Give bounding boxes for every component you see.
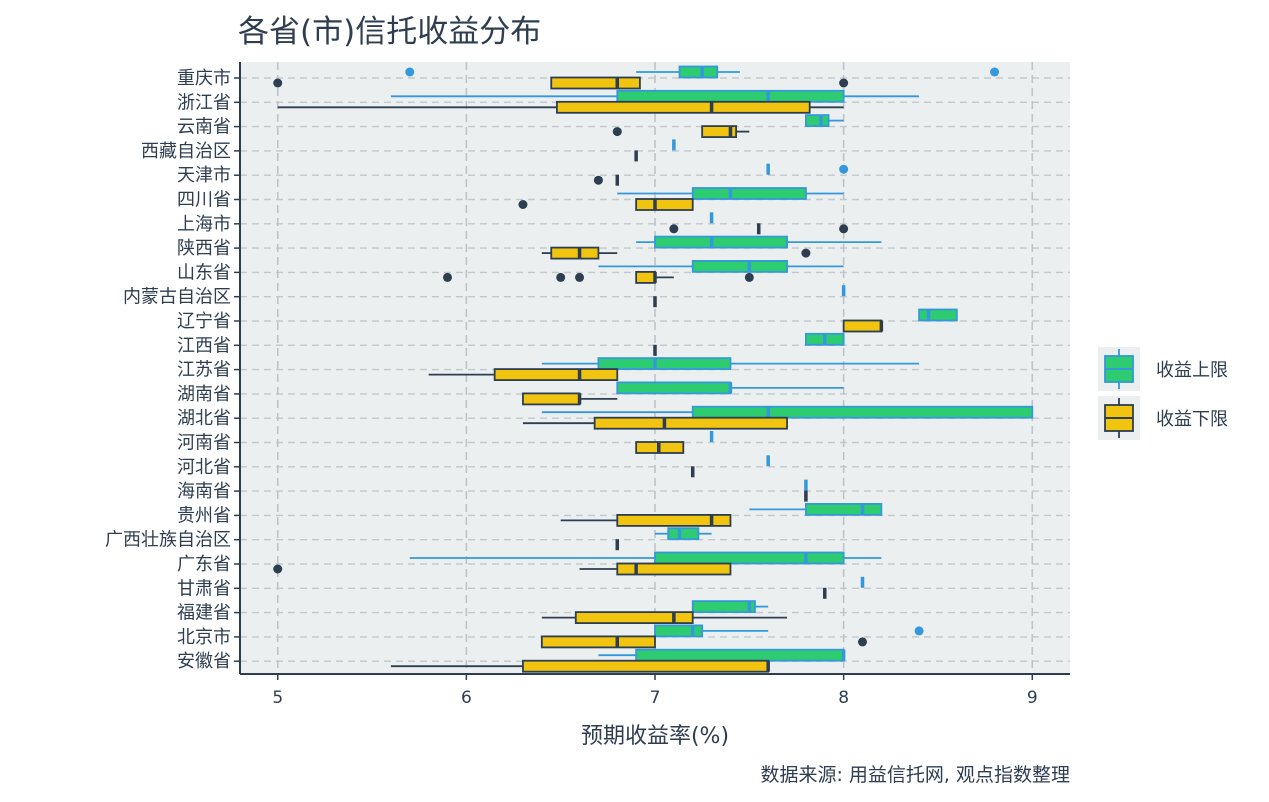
box-iqr (678, 65, 719, 79)
box-iqr (691, 259, 788, 273)
box-iqr (635, 270, 656, 284)
y-tick-label: 陕西省 (177, 238, 231, 259)
box-outlier (593, 175, 603, 185)
box-outlier (273, 78, 283, 88)
y-tick-label: 江西省 (177, 335, 231, 356)
box-outlier (914, 626, 924, 636)
box-iqr (616, 381, 732, 395)
box-iqr (540, 635, 656, 649)
box-iqr (635, 648, 845, 662)
box-iqr (616, 562, 732, 576)
y-tick-label: 广东省 (177, 554, 231, 575)
box-iqr (616, 514, 732, 527)
y-tick-label: 河北省 (177, 457, 231, 478)
x-tick-label: 8 (838, 688, 849, 708)
box-iqr (593, 416, 788, 430)
y-tick-label: 广西壮族自治区 (105, 530, 231, 551)
x-tick-label: 6 (461, 688, 472, 708)
box-iqr (522, 659, 770, 673)
box-outlier (273, 564, 283, 574)
y-tick-label: 重庆市 (177, 68, 231, 89)
x-axis-label: 预期收益率(%) (581, 724, 729, 749)
box-iqr (556, 100, 811, 114)
box-outlier (839, 78, 849, 88)
box-iqr (635, 198, 694, 211)
box-outlier (801, 248, 811, 258)
box-iqr (654, 235, 788, 249)
box-outlier (443, 272, 452, 282)
box-outlier (669, 224, 679, 234)
legend-label: 收益下限 (1156, 409, 1228, 430)
box-outlier (405, 67, 415, 77)
box-iqr (805, 502, 883, 516)
legend-label: 收益上限 (1156, 360, 1228, 381)
box-iqr (550, 246, 600, 260)
box-outlier (990, 67, 1000, 77)
chart-caption: 数据来源: 用益信托网, 观点指数整理 (760, 764, 1070, 786)
y-tick-label: 甘肃省 (177, 578, 231, 599)
y-tick-label: 内蒙古自治区 (123, 287, 231, 308)
box-outlier (839, 224, 849, 234)
box-iqr (616, 89, 845, 103)
y-tick-label: 湖北省 (177, 408, 231, 429)
box-outlier (858, 637, 867, 647)
box-iqr (493, 368, 619, 382)
y-tick-label: 四川省 (177, 190, 231, 211)
y-tick-label: 上海市 (177, 214, 231, 235)
box-iqr (654, 551, 845, 565)
y-tick-label: 安徽省 (177, 651, 231, 672)
y-tick-label: 江苏省 (177, 360, 231, 381)
box-iqr (691, 600, 756, 613)
box-iqr (597, 357, 732, 371)
y-tick-label: 天津市 (177, 165, 231, 186)
box-iqr (805, 114, 830, 127)
box-iqr (550, 76, 641, 90)
x-tick-label: 7 (650, 688, 661, 708)
box-iqr (701, 125, 738, 138)
box-iqr (691, 187, 807, 200)
box-iqr (667, 527, 700, 541)
box-outlier (556, 272, 566, 282)
x-tick-label: 5 (272, 688, 283, 708)
box-outlier (839, 164, 849, 174)
x-tick-label: 9 (1027, 688, 1038, 708)
y-tick-label: 贵州省 (177, 505, 231, 526)
y-tick-label: 山东省 (177, 262, 231, 283)
y-tick-label: 湖南省 (177, 384, 231, 405)
box-outlier (518, 200, 528, 209)
box-iqr (691, 405, 1034, 419)
box-iqr (918, 308, 958, 322)
box-iqr (842, 319, 883, 333)
y-tick-label: 福建省 (177, 603, 231, 624)
y-tick-label: 河南省 (177, 433, 231, 454)
y-tick-label: 浙江省 (177, 92, 231, 113)
chart-title: 各省(市)信托收益分布 (238, 14, 542, 50)
y-tick-label: 辽宁省 (177, 311, 231, 332)
box-outlier (575, 272, 585, 282)
y-tick-label: 西藏自治区 (141, 141, 231, 162)
box-iqr (522, 392, 581, 406)
box-iqr (654, 624, 704, 638)
y-tick-label: 海南省 (177, 481, 231, 502)
box-outlier (612, 127, 622, 137)
box-outlier (744, 272, 754, 282)
box-iqr (574, 611, 694, 624)
y-tick-label: 云南省 (177, 117, 231, 138)
y-tick-label: 北京市 (177, 627, 231, 648)
